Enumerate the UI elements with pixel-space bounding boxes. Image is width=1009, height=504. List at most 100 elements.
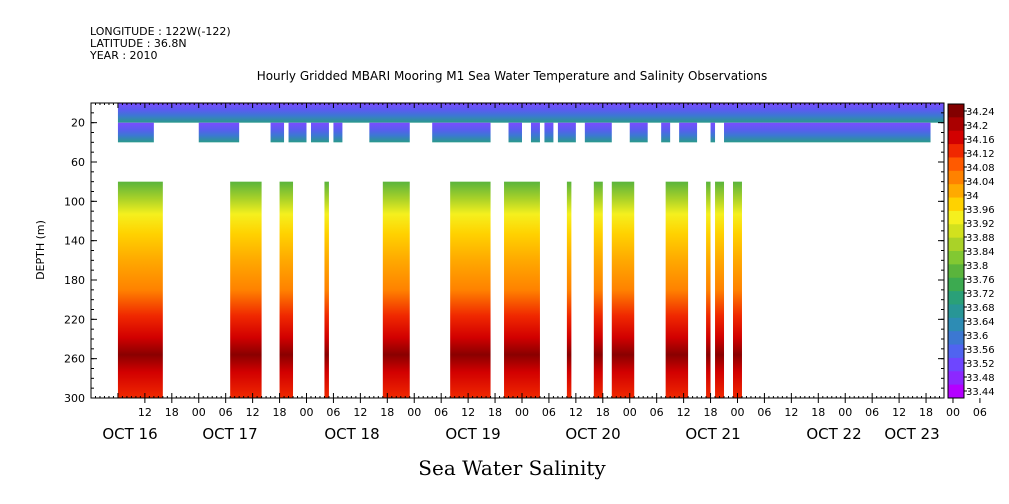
x-hour-label: 12 — [677, 406, 691, 419]
surface-band-segment — [629, 122, 648, 143]
colorbar-label: 33.6 — [966, 331, 988, 342]
deep-band-segment — [715, 181, 725, 398]
deep-band-segment — [382, 181, 410, 398]
colorbar-label: 34.24 — [966, 107, 995, 118]
colorbar-label: 33.88 — [966, 233, 995, 244]
surface-band-segment — [530, 122, 540, 143]
colorbar-label: 33.96 — [966, 205, 995, 216]
deep-band-segment — [324, 181, 329, 398]
surface-band-segment — [270, 122, 285, 143]
y-tick-label: 300 — [64, 392, 85, 405]
colorbar-label: 34.2 — [966, 121, 988, 132]
surface-band-segment — [288, 122, 307, 143]
colorbar-swatch — [948, 384, 964, 399]
deep-band-segment — [230, 181, 262, 398]
colorbar-swatch — [948, 264, 964, 279]
surface-band-segment — [557, 122, 576, 143]
x-hour-label: 06 — [973, 406, 987, 419]
colorbar-swatch — [948, 117, 964, 132]
x-hour-label: 18 — [380, 406, 394, 419]
colorbar-label: 34.08 — [966, 163, 995, 174]
colorbar-label: 34 — [966, 191, 979, 202]
surface-band-segment — [710, 122, 716, 143]
colorbar-label: 33.52 — [966, 359, 995, 370]
x-day-label: OCT 22 — [806, 425, 861, 443]
x-hour-label: 06 — [865, 406, 879, 419]
x-hour-label: 06 — [542, 406, 556, 419]
colorbar-swatch — [948, 304, 964, 319]
x-hour-label: 00 — [515, 406, 529, 419]
colorbar-label: 33.68 — [966, 303, 995, 314]
x-hour-label: 06 — [757, 406, 771, 419]
surface-band-segment — [544, 122, 554, 143]
y-tick-label: 140 — [64, 235, 85, 248]
colorbar-label: 33.48 — [966, 373, 995, 384]
x-day-label: OCT 20 — [565, 425, 620, 443]
surface-band-segment — [369, 122, 410, 143]
deep-band-segment — [732, 181, 742, 398]
x-hour-label: 00 — [299, 406, 313, 419]
colorbar-swatch — [948, 277, 964, 292]
x-hour-label: 18 — [273, 406, 287, 419]
deep-band-segment — [665, 181, 689, 398]
x-hour-label: 18 — [596, 406, 610, 419]
y-tick-label: 100 — [64, 195, 85, 208]
colorbar-swatch — [948, 104, 964, 118]
x-hour-label: 12 — [246, 406, 260, 419]
x-hour-label: 18 — [704, 406, 718, 419]
x-day-label: OCT 16 — [102, 425, 157, 443]
bottom-title: Sea Water Salinity — [418, 456, 606, 480]
x-day-label: OCT 17 — [202, 425, 257, 443]
x-hour-label: 18 — [919, 406, 933, 419]
colorbar-swatch — [948, 197, 964, 212]
surface-band-segment — [310, 122, 329, 143]
colorbar-swatch — [948, 357, 964, 372]
y-tick-label: 20 — [71, 117, 85, 130]
colorbar-label: 33.76 — [966, 275, 995, 286]
longitude-label: LONGITUDE : 122W(-122) — [90, 25, 231, 38]
surface-band-segment — [679, 122, 698, 143]
colorbar-swatch — [948, 144, 964, 158]
x-hour-label: 12 — [784, 406, 798, 419]
surface-band-segment — [584, 122, 612, 143]
y-tick-label: 260 — [64, 353, 85, 366]
x-hour-label: 12 — [138, 406, 152, 419]
colorbar: 33.44 33.48 33.52 33.56 33.6 33.64 33.68 33.72 3… — [947, 103, 995, 399]
colorbar-swatch — [948, 130, 964, 145]
x-hour-label: 06 — [434, 406, 448, 419]
x-hour-label: 06 — [326, 406, 340, 419]
surface-band-top — [117, 103, 945, 123]
colorbar-swatch — [948, 237, 964, 252]
x-hour-label: 06 — [650, 406, 664, 419]
year-label: YEAR : 2010 — [89, 49, 158, 62]
x-hour-label: 18 — [488, 406, 502, 419]
colorbar-label: 33.92 — [966, 219, 995, 230]
plot-area — [117, 103, 945, 398]
x-day-label: OCT 18 — [324, 425, 379, 443]
x-hour-label: 00 — [623, 406, 637, 419]
deep-band-segment — [593, 181, 603, 398]
x-hour-label: 00 — [407, 406, 421, 419]
colorbar-label: 33.56 — [966, 345, 995, 356]
deep-band-segment — [611, 181, 635, 398]
surface-band-segment — [333, 122, 343, 143]
deep-band-segment — [279, 181, 294, 398]
x-hour-label: 00 — [730, 406, 744, 419]
x-hour-label: 18 — [811, 406, 825, 419]
x-hour-label: 12 — [892, 406, 906, 419]
deep-band-segment — [504, 181, 540, 398]
colorbar-swatch — [948, 331, 964, 346]
y-tick-label: 180 — [64, 274, 85, 287]
colorbar-swatch — [948, 251, 964, 265]
colorbar-swatch — [948, 210, 964, 225]
deep-band-segment — [566, 181, 572, 398]
y-tick-label: 220 — [64, 313, 85, 326]
colorbar-label: 34.12 — [966, 149, 995, 160]
colorbar-label: 34.04 — [966, 177, 995, 188]
y-axis-title: DEPTH (m) — [34, 220, 47, 280]
x-day-label: OCT 23 — [884, 425, 939, 443]
colorbar-label: 33.44 — [966, 387, 995, 398]
colorbar-label: 33.8 — [966, 261, 988, 272]
colorbar-swatch — [948, 157, 964, 172]
x-day-label: OCT 21 — [685, 425, 740, 443]
